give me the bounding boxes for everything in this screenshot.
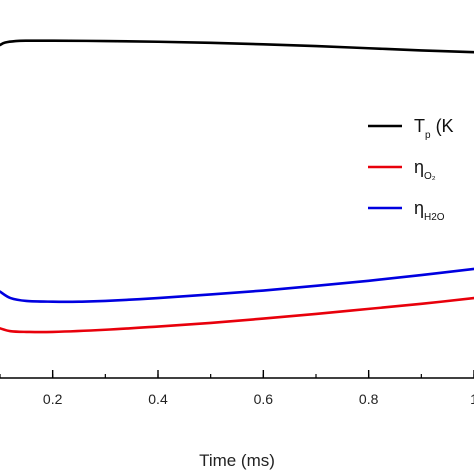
legend-label-h2o: ηH2O (414, 198, 445, 223)
series-lines (0, 39, 474, 334)
x-tick-label: 0.2 (43, 391, 63, 407)
legend-label-tp: Tp (K (414, 116, 454, 141)
series-line-tp (0, 39, 474, 54)
series-line-o2 (0, 296, 474, 334)
legend-label-o2: ηO₂ (414, 157, 436, 182)
x-ticks: 0.2 0.4 0.6 0.8 1 (0, 370, 474, 407)
series-line-h2o (0, 267, 474, 304)
legend: Tp (K ηO₂ ηH2O (368, 116, 454, 223)
x-tick-label: 0.4 (148, 391, 168, 407)
x-tick-label: 1 (470, 391, 474, 407)
x-axis-title: Time (ms) (199, 451, 275, 470)
x-tick-label: 0.8 (359, 391, 379, 407)
x-tick-label: 0.6 (254, 391, 274, 407)
